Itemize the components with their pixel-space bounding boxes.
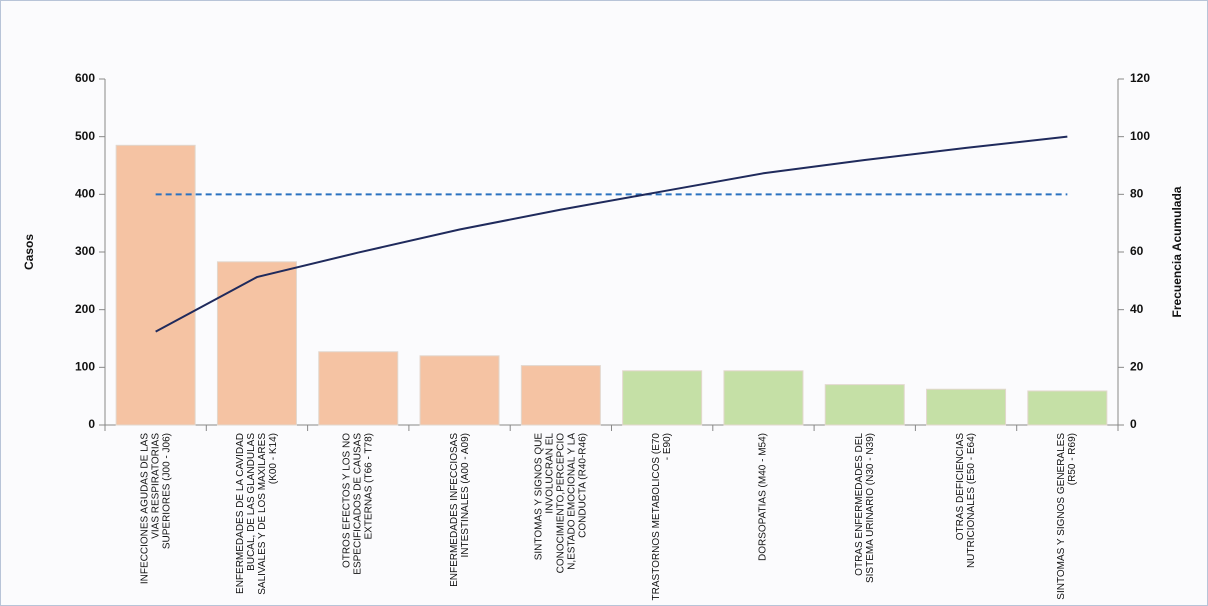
y-tick-label: 600 xyxy=(75,71,95,85)
x-tick-label: SINTOMAS Y SIGNOS QUE INVOLUCRAN EL CONO… xyxy=(533,433,589,574)
bar xyxy=(318,351,399,426)
bar xyxy=(723,370,804,426)
x-tick-label: OTRAS DEFICIENCIAS NUTRICIONALES (E50 - … xyxy=(955,433,978,569)
bar xyxy=(622,370,703,426)
y-tick-label: 100 xyxy=(75,360,95,374)
bar xyxy=(1027,390,1108,426)
y2-tick-label: 40 xyxy=(1130,302,1144,316)
bar xyxy=(926,388,1007,426)
y2-tick-label: 60 xyxy=(1130,244,1144,258)
x-tick-label: ENFERMEDADES DE LA CAVIDAD BUCAL, DE LAS… xyxy=(234,433,279,595)
y-tick-label: 200 xyxy=(75,302,95,316)
bar xyxy=(115,144,196,426)
bar xyxy=(824,384,905,426)
y-tick-label: 0 xyxy=(88,417,95,431)
x-tick-label: DORSOPATIAS (M40 - M54) xyxy=(757,433,769,561)
y-tick-label: 300 xyxy=(75,244,95,258)
bar xyxy=(520,365,601,426)
bar xyxy=(419,355,500,426)
cumulative-line xyxy=(155,135,1068,333)
y2-tick-label: 0 xyxy=(1130,417,1137,431)
x-tick-label: OTRAS ENFERMEDADES DEL SISTEMA URINARIO … xyxy=(853,433,876,584)
y2-tick-label: 80 xyxy=(1130,187,1144,201)
bar xyxy=(216,261,297,426)
y2-tick-label: 100 xyxy=(1130,129,1150,143)
y-tick-label: 400 xyxy=(75,187,95,201)
x-tick-label: ENFERMEDADES INFECCIOSAS INTESTINALES (A… xyxy=(448,433,471,587)
y-tick-label: 500 xyxy=(75,129,95,143)
x-tick-label: TRASTORNOS METABOLICOS (E70 - E90) xyxy=(651,433,674,601)
y2-tick-label: 20 xyxy=(1130,360,1144,374)
x-tick-label: OTROS EFECTOS Y LOS NO ESPECIFICADOS DE … xyxy=(341,433,375,575)
y-axis-label: Casos xyxy=(22,234,36,270)
y2-tick-label: 120 xyxy=(1130,71,1150,85)
x-tick-label: SINTOMAS Y SIGNOS GENERALES (R50 - R69) xyxy=(1056,433,1079,600)
x-tick-label: INFECCIONES AGUDAS DE LAS VIAS RESPIRATO… xyxy=(139,433,173,585)
y2-axis-label: Frecuencia Acumulada xyxy=(1170,186,1184,317)
